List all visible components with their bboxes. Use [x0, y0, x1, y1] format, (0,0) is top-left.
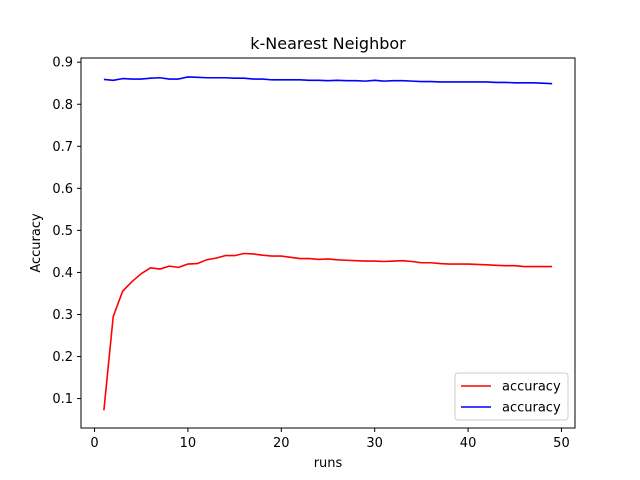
- x-tick-label: 20: [273, 436, 290, 451]
- legend-box: [454, 372, 569, 421]
- x-axis-label: runs: [314, 456, 343, 471]
- plot-area: 0 10 20 30 40 50 0.1 0.2 0.3 0.4 0.5 0.6 0.7 0.8 0.9 ac…: [52, 56, 569, 451]
- y-tick-label: 0.3: [52, 308, 73, 323]
- x-tick-label: 0: [90, 436, 98, 451]
- y-tick-label: 0.2: [52, 350, 73, 365]
- y-tick-label: 0.8: [52, 98, 73, 113]
- x-tick-label: 50: [553, 436, 570, 451]
- series-line-2: [103, 76, 553, 85]
- axes-frame: [80, 57, 576, 429]
- x-tick-label: 30: [366, 436, 383, 451]
- legend: accuracy accuracy: [454, 372, 569, 421]
- y-tick-label: 0.7: [52, 140, 73, 155]
- y-tick-label: 0.4: [52, 266, 73, 281]
- y-tick-label: 0.1: [52, 392, 73, 407]
- legend-label-1: accuracy: [502, 380, 561, 395]
- legend-label-2: accuracy: [502, 401, 561, 416]
- y-axis-label: Accuracy: [29, 213, 44, 273]
- x-tick-label: 40: [460, 436, 477, 451]
- y-tick-label: 0.5: [52, 224, 73, 239]
- series-line-1: [103, 252, 553, 411]
- chart-title: k-Nearest Neighbor: [250, 34, 406, 53]
- x-tick-label: 10: [180, 436, 197, 451]
- y-tick-label: 0.9: [52, 56, 73, 71]
- y-tick-label: 0.6: [52, 182, 73, 197]
